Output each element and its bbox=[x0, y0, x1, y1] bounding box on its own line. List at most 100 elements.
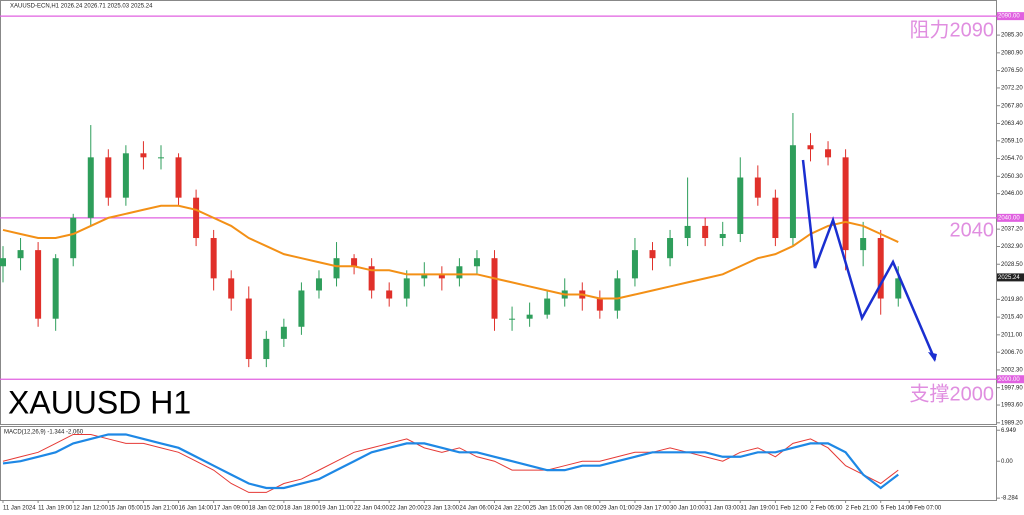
candle-body bbox=[491, 258, 498, 319]
candle-body bbox=[263, 338, 270, 360]
macd-line bbox=[2, 433, 899, 493]
x-tick-label: 18 Jan 18:00 bbox=[284, 506, 319, 512]
candle-body bbox=[351, 258, 358, 267]
level-tag bbox=[997, 12, 1024, 21]
symbol-label: XAUUSD H1 bbox=[8, 384, 191, 420]
x-tick-label: 23 Jan 13:00 bbox=[424, 506, 459, 512]
candle-body bbox=[122, 153, 129, 198]
candle-body bbox=[421, 274, 428, 279]
candle-body bbox=[509, 318, 516, 320]
y-tick-label: 2019.80 bbox=[1001, 297, 1023, 303]
candle-body bbox=[193, 197, 200, 239]
annotation: 2040 bbox=[950, 219, 995, 241]
x-tick-label: 16 Jan 14:00 bbox=[179, 506, 214, 512]
y-tick-label: 2072.20 bbox=[1001, 86, 1023, 92]
candle-body bbox=[596, 298, 603, 311]
candle-body bbox=[245, 298, 252, 360]
x-tick-label: 19 Jan 11:00 bbox=[319, 506, 354, 512]
candle-body bbox=[825, 149, 832, 158]
candle-body bbox=[105, 157, 112, 198]
candle-body bbox=[298, 290, 305, 327]
y-tick-label: 2037.20 bbox=[1001, 227, 1023, 233]
level-tag bbox=[997, 375, 1024, 384]
x-tick-label: 31 Jan 03:00 bbox=[705, 506, 740, 512]
candle-body bbox=[228, 278, 235, 299]
x-tick-label: 11 Jan 2024 bbox=[3, 506, 36, 512]
x-tick-label: 6 Feb 07:00 bbox=[909, 506, 942, 512]
y-tick-label: 2006.70 bbox=[1001, 350, 1023, 356]
candle-body bbox=[737, 177, 744, 234]
annotation: 支撑2000 bbox=[910, 382, 995, 405]
candle-body bbox=[35, 250, 42, 319]
candle-body bbox=[17, 250, 24, 259]
y-tick-label: 2085.30 bbox=[1001, 33, 1023, 39]
candle-body bbox=[0, 258, 6, 267]
candle-body bbox=[70, 217, 77, 259]
candle-body bbox=[895, 278, 902, 299]
candle-body bbox=[684, 225, 691, 239]
candle-body bbox=[368, 266, 375, 291]
candle-body bbox=[877, 238, 884, 299]
candle-body bbox=[719, 233, 726, 239]
macd-frame bbox=[0, 426, 997, 501]
x-tick-label: 31 Jan 19:00 bbox=[740, 506, 775, 512]
y-tick-label: 2032.90 bbox=[1001, 244, 1023, 250]
candle-body bbox=[860, 238, 867, 251]
candle-body bbox=[280, 326, 287, 339]
candle-body bbox=[87, 157, 94, 218]
level-tag-label: 2090.00 bbox=[998, 14, 1020, 20]
last-price-label: 2025.24 bbox=[998, 275, 1020, 281]
candle-body bbox=[52, 258, 59, 319]
candle-body bbox=[667, 238, 674, 259]
y-tick-label: 2046.00 bbox=[1001, 191, 1023, 197]
y-tick-label: 1993.60 bbox=[1001, 403, 1023, 409]
candle-body bbox=[544, 298, 551, 315]
candle-body bbox=[807, 145, 814, 150]
candle-body bbox=[438, 274, 445, 279]
candle-body bbox=[456, 266, 463, 279]
level-tag-label: 2040.00 bbox=[998, 215, 1020, 221]
x-tick-label: 17 Jan 09:00 bbox=[214, 506, 249, 512]
y-tick-label: 2015.40 bbox=[1001, 315, 1023, 321]
x-tick-label: 12 Jan 12:00 bbox=[73, 506, 108, 512]
x-tick-label: 24 Jan 06:00 bbox=[459, 506, 494, 512]
last-price-tag bbox=[997, 273, 1024, 282]
x-tick-label: 15 Jan 21:00 bbox=[143, 506, 178, 512]
macd-tick-label: -8.284 bbox=[1001, 496, 1019, 502]
x-tick-label: 30 Jan 10:00 bbox=[670, 506, 705, 512]
candle-body bbox=[614, 278, 621, 311]
x-tick-label: 18 Jan 02:00 bbox=[249, 506, 284, 512]
macd-tick-label: 6.949 bbox=[1001, 428, 1017, 434]
y-tick-label: 1997.90 bbox=[1001, 385, 1023, 391]
x-tick-label: 24 Jan 22:00 bbox=[495, 506, 530, 512]
candle-body bbox=[386, 290, 393, 299]
candle-body bbox=[526, 314, 533, 319]
x-tick-label: 29 Jan 17:00 bbox=[635, 506, 670, 512]
candle-body bbox=[333, 258, 340, 279]
x-tick-label: 15 Jan 05:00 bbox=[108, 506, 143, 512]
x-tick-label: 2 Feb 05:00 bbox=[810, 506, 843, 512]
level-tag bbox=[997, 213, 1024, 222]
candle-body bbox=[842, 157, 849, 251]
candle-body bbox=[702, 225, 709, 239]
candle-body bbox=[157, 157, 164, 159]
x-tick-label: 11 Jan 19:00 bbox=[38, 506, 73, 512]
candle-body bbox=[140, 153, 147, 158]
candle-body bbox=[754, 177, 761, 198]
x-tick-label: 5 Feb 14:00 bbox=[881, 506, 914, 512]
candle-body bbox=[210, 238, 217, 279]
y-tick-label: 2028.50 bbox=[1001, 262, 1023, 268]
y-tick-label: 2063.40 bbox=[1001, 121, 1023, 127]
chart-title: XAUUSD-ECN,H1 2026.24 2026.71 2025.03 20… bbox=[10, 4, 153, 10]
candle-body bbox=[473, 258, 480, 267]
macd-line bbox=[2, 433, 899, 490]
y-tick-label: 2050.30 bbox=[1001, 174, 1023, 180]
y-tick-label: 2002.30 bbox=[1001, 368, 1023, 374]
macd-tick-label: 0.00 bbox=[1001, 459, 1013, 465]
y-tick-label: 1989.20 bbox=[1001, 420, 1023, 426]
level-tag-label: 2000.00 bbox=[998, 377, 1020, 383]
macd-label: MACD(12,26,9) -1.344 -2.060 bbox=[4, 430, 84, 436]
x-tick-label: 1 Feb 12:00 bbox=[775, 506, 808, 512]
forecast-arrow bbox=[801, 159, 937, 361]
